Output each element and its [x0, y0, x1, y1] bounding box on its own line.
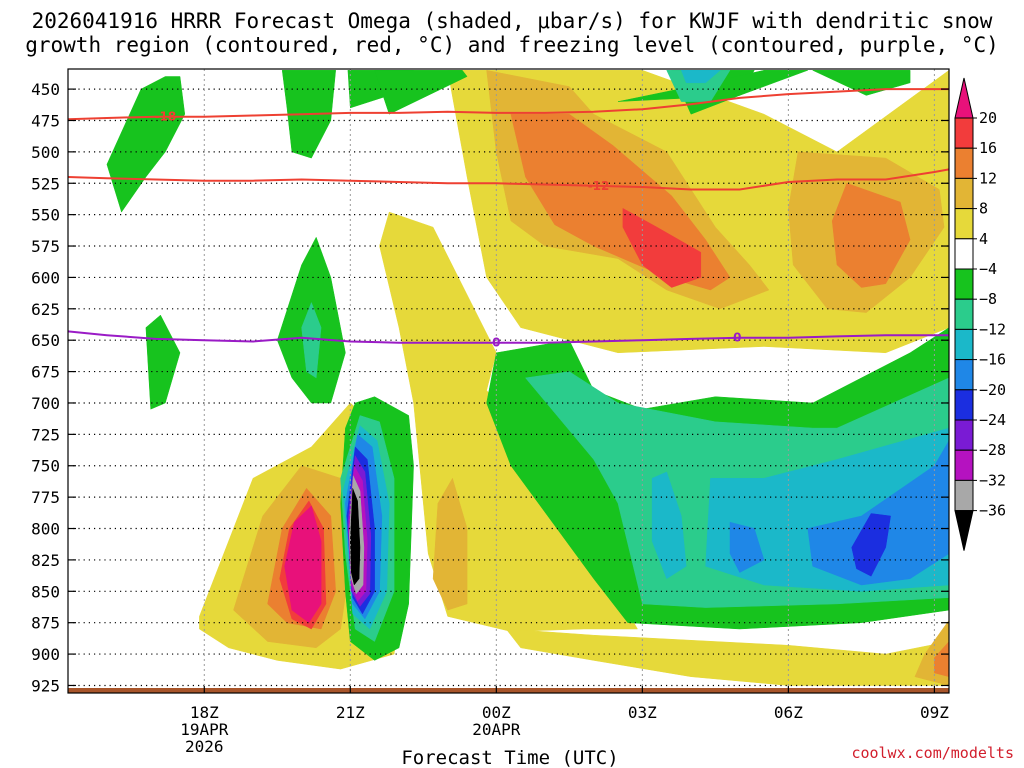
- x-tick-label-33-0: 09Z: [920, 703, 949, 722]
- colorbar: 20 16 12 8 4 −4 −8 −12 −16 −20 −24 −28 −32 −36: [954, 77, 1006, 551]
- shaded-region-magenta-lower-left: [284, 505, 322, 624]
- shaded-region-orange-light-lower-center: [432, 477, 468, 611]
- shaded-region-red-upper-center: [622, 207, 702, 288]
- contour-dendritic-top: [68, 88, 949, 121]
- contour-label-dendritic-bottom: -12: [588, 179, 610, 193]
- y-tick-label-550: 550: [31, 206, 60, 225]
- colorbar-label-2: 12: [979, 169, 997, 187]
- contour-freezing-level: [68, 330, 949, 344]
- contour-dendritic-bottom: [68, 168, 949, 191]
- x-tick-label-18-1: 19APR: [180, 720, 229, 739]
- colorbar-label-7: −12: [979, 320, 1006, 338]
- colorbar-label-4: 4: [979, 230, 988, 248]
- y-axis-pressure: 450 475 500 525 550 575 600 625 650 675 700 725 750 7…: [31, 80, 949, 695]
- y-tick-label-625: 625: [31, 300, 60, 319]
- y-tick-label-750: 750: [31, 457, 60, 476]
- colorbar-label-13: −36: [979, 502, 1006, 520]
- x-tick-label-18-2: 2026: [185, 737, 224, 756]
- y-tick-label-650: 650: [31, 331, 60, 350]
- y-tick-label-600: 600: [31, 268, 60, 287]
- x-tick-label-18-0: 18Z: [190, 703, 219, 722]
- contour-label-freezing-level-2: 0: [733, 331, 741, 345]
- x-tick-label-24-0: 00Z: [482, 703, 511, 722]
- colorbar-label-8: −16: [979, 351, 1006, 369]
- contour-label-dendritic-top: -18: [155, 110, 177, 124]
- plot-frame: [67, 68, 950, 694]
- y-tick-label-850: 850: [31, 582, 60, 601]
- colorbar-label-11: −28: [979, 441, 1006, 459]
- temperature-contours: -18 -12 0 0: [68, 88, 949, 350]
- shaded-region-teal-left-column: [301, 301, 322, 379]
- plot-area: -18 -12 0 0: [67, 68, 950, 694]
- colorbar-segment-11: [954, 419, 974, 451]
- colorbar-segment-4: [954, 208, 974, 240]
- shaded-region-black-lower-left-core: [350, 488, 361, 586]
- y-tick-label-925: 925: [31, 676, 60, 695]
- y-tick-label-825: 825: [31, 551, 60, 570]
- y-tick-label-450: 450: [31, 80, 60, 99]
- colorbar-label-9: −20: [979, 381, 1006, 399]
- colorbar-segment-2: [954, 147, 974, 179]
- x-tick-label-21-0: 21Z: [336, 703, 365, 722]
- colorbar-label-0: 20: [979, 109, 997, 127]
- x-tick-label-24-1: 20APR: [472, 720, 521, 739]
- colorbar-segment-9: [954, 359, 974, 391]
- colorbar-label-1: 16: [979, 139, 997, 157]
- x-axis-label: Forecast Time (UTC): [401, 747, 618, 768]
- colorbar-label-6: −8: [979, 290, 997, 308]
- colorbar-segment-3: [954, 177, 974, 210]
- shaded-region-orange-mid-lower-right: [934, 641, 949, 677]
- y-tick-label-500: 500: [31, 143, 60, 162]
- chart-title-line-2: growth region (contoured, red, °C) and f…: [25, 33, 999, 57]
- colorbar-segment-1: [954, 117, 974, 149]
- x-tick-label-30-0: 06Z: [774, 703, 803, 722]
- shaded-region-orange-mid-upper-right: [831, 182, 911, 288]
- y-tick-label-675: 675: [31, 363, 60, 382]
- colorbar-label-12: −32: [979, 471, 1006, 489]
- colorbar-label-5: −4: [979, 260, 997, 278]
- y-tick-label-700: 700: [31, 394, 60, 413]
- chart-title-line-1: 2026041916 HRRR Forecast Omega (shaded, …: [32, 9, 993, 33]
- shaded-region-green-top-center-2: [374, 70, 468, 115]
- shaded-region-darkblue-lower-right: [851, 513, 891, 577]
- colorbar-label-3: 8: [979, 200, 988, 218]
- colorbar-segment-7: [954, 298, 974, 330]
- credit-text: coolwx.com/modelts: [851, 744, 1014, 762]
- shaded-region-yellow-fill-lower-right: [505, 628, 949, 686]
- surface-band: [68, 688, 949, 693]
- colorbar-label-10: −24: [979, 411, 1006, 429]
- y-tick-label-725: 725: [31, 425, 60, 444]
- colorbar-segment-5: [954, 238, 974, 270]
- colorbar-top-arrow: [954, 77, 974, 119]
- colorbar-bottom-arrow: [954, 510, 974, 551]
- y-tick-label-875: 875: [31, 614, 60, 633]
- colorbar-segment-8: [954, 328, 974, 361]
- contour-label-freezing-level: 0: [492, 336, 500, 350]
- shaded-region-blue-lower-right-2: [807, 440, 949, 586]
- y-tick-label-800: 800: [31, 520, 60, 539]
- x-tick-label-27-0: 03Z: [628, 703, 657, 722]
- gridlines: [68, 69, 949, 693]
- y-tick-label-900: 900: [31, 645, 60, 664]
- colorbar-segment-10: [954, 389, 974, 421]
- colorbar-segment-13: [954, 479, 974, 512]
- colorbar-segment-6: [954, 268, 974, 300]
- y-tick-label-525: 525: [31, 174, 60, 193]
- shaded-region-cyan-lower-right: [651, 471, 687, 580]
- y-tick-label-475: 475: [31, 111, 60, 130]
- colorbar-segment-12: [954, 449, 974, 481]
- shaded-region-cyan-upper: [680, 70, 721, 84]
- y-tick-label-575: 575: [31, 237, 60, 256]
- y-tick-label-775: 775: [31, 488, 60, 507]
